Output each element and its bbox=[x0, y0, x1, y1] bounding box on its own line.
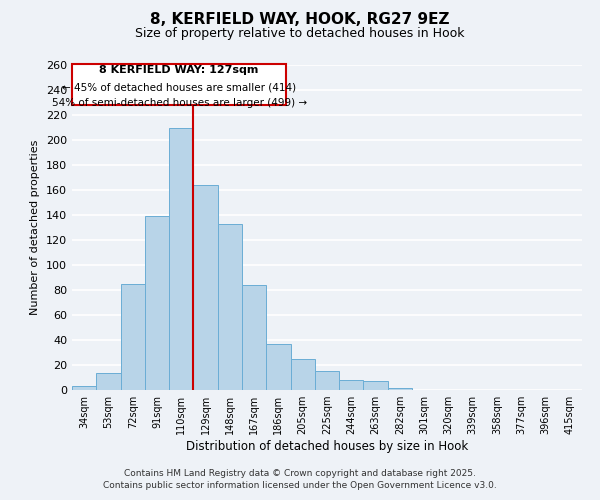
Text: Contains HM Land Registry data © Crown copyright and database right 2025.: Contains HM Land Registry data © Crown c… bbox=[124, 468, 476, 477]
Bar bbox=[193, 185, 218, 390]
FancyBboxPatch shape bbox=[73, 64, 286, 105]
Bar bbox=[364, 381, 388, 390]
Bar bbox=[121, 284, 145, 390]
Bar bbox=[169, 128, 193, 390]
Bar bbox=[96, 372, 121, 390]
Bar bbox=[388, 388, 412, 390]
Bar bbox=[339, 380, 364, 390]
Y-axis label: Number of detached properties: Number of detached properties bbox=[31, 140, 40, 315]
Bar bbox=[290, 359, 315, 390]
Text: 8 KERFIELD WAY: 127sqm: 8 KERFIELD WAY: 127sqm bbox=[100, 66, 259, 76]
X-axis label: Distribution of detached houses by size in Hook: Distribution of detached houses by size … bbox=[186, 440, 468, 453]
Text: ← 45% of detached houses are smaller (414): ← 45% of detached houses are smaller (41… bbox=[62, 82, 296, 92]
Text: Contains public sector information licensed under the Open Government Licence v3: Contains public sector information licen… bbox=[103, 481, 497, 490]
Bar bbox=[72, 386, 96, 390]
Bar bbox=[145, 216, 169, 390]
Bar bbox=[266, 344, 290, 390]
Bar bbox=[218, 224, 242, 390]
Text: Size of property relative to detached houses in Hook: Size of property relative to detached ho… bbox=[135, 28, 465, 40]
Bar bbox=[315, 371, 339, 390]
Text: 54% of semi-detached houses are larger (499) →: 54% of semi-detached houses are larger (… bbox=[52, 98, 307, 108]
Bar bbox=[242, 285, 266, 390]
Text: 8, KERFIELD WAY, HOOK, RG27 9EZ: 8, KERFIELD WAY, HOOK, RG27 9EZ bbox=[150, 12, 450, 28]
